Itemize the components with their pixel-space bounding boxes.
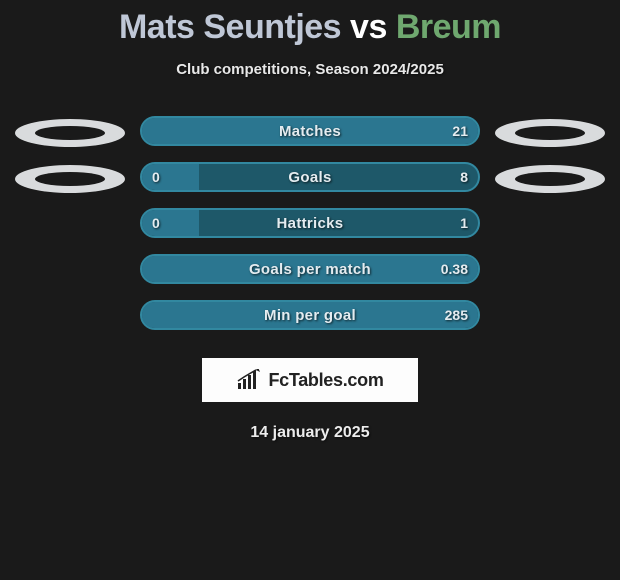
subtitle: Club competitions, Season 2024/2025 [0, 61, 620, 78]
vs-separator: vs [350, 8, 387, 46]
player1-name: Mats Seuntjes [119, 8, 341, 46]
stat-bar: 21Matches [140, 116, 480, 146]
ellipse-marker [10, 118, 130, 148]
stat-label: Goals per match [142, 256, 478, 282]
ellipse-marker [490, 118, 610, 148]
stat-label: Hattricks [142, 210, 478, 236]
stat-bar: 01Hattricks [140, 208, 480, 238]
brand-text: FcTables.com [268, 370, 383, 391]
stat-bar: 0.38Goals per match [140, 254, 480, 284]
comparison-title: Mats Seuntjes vs Breum [0, 0, 620, 47]
brand-box: FcTables.com [202, 358, 418, 402]
comparison-grid: 21Matches 08Goals 01Hattricks 0.38Goals per… [10, 116, 610, 330]
stat-label: Goals [142, 164, 478, 190]
date-line: 14 january 2025 [0, 424, 620, 442]
brand-chart-icon [236, 369, 262, 391]
ellipse-marker [10, 164, 130, 194]
stat-label: Min per goal [142, 302, 478, 328]
stat-bars-col: 21Matches 08Goals 01Hattricks 0.38Goals per… [140, 116, 480, 330]
player2-name: Breum [396, 8, 501, 46]
ellipse-marker [490, 164, 610, 194]
stat-bar: 285Min per goal [140, 300, 480, 330]
left-markers-col [10, 116, 130, 330]
right-markers-col [490, 116, 610, 330]
stat-bar: 08Goals [140, 162, 480, 192]
stat-label: Matches [142, 118, 478, 144]
